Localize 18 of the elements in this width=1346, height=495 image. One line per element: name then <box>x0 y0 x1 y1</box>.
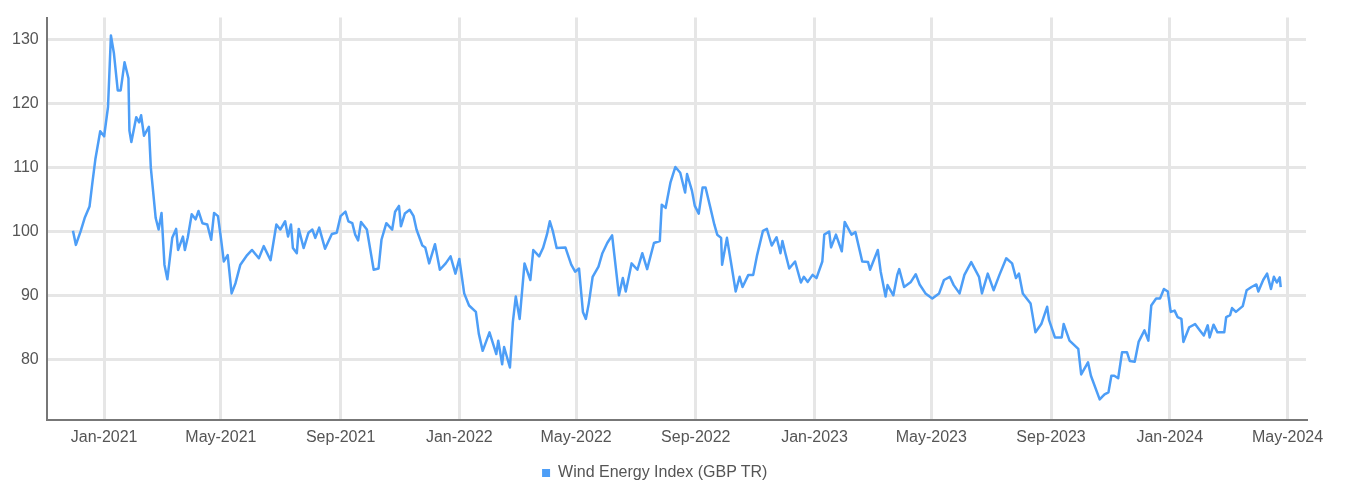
x-tick-label: May-2022 <box>540 427 612 445</box>
legend-label: Wind Energy Index (GBP TR) <box>558 463 768 481</box>
x-tick-label: May-2024 <box>1251 427 1324 445</box>
y-tick-label: 80 <box>20 349 39 367</box>
y-tick-label: 130 <box>11 30 39 48</box>
x-tick-label: May-2023 <box>895 427 967 445</box>
x-tick-label: Jan-2024 <box>1136 427 1204 445</box>
x-tick-label: May-2021 <box>185 427 257 445</box>
x-tick-label: Sep-2021 <box>305 427 376 445</box>
y-tick-label: 100 <box>11 221 39 239</box>
x-tick-label: Sep-2022 <box>661 427 731 445</box>
x-tick-label: Jan-2021 <box>70 427 138 445</box>
x-tick-label: Jan-2022 <box>425 427 493 445</box>
y-tick-label: 110 <box>13 158 39 176</box>
y-tick-label: 120 <box>11 94 39 112</box>
y-tick-label: 90 <box>20 285 39 303</box>
x-tick-label: Jan-2023 <box>781 427 848 445</box>
x-tick-label: Sep-2023 <box>1016 427 1086 445</box>
